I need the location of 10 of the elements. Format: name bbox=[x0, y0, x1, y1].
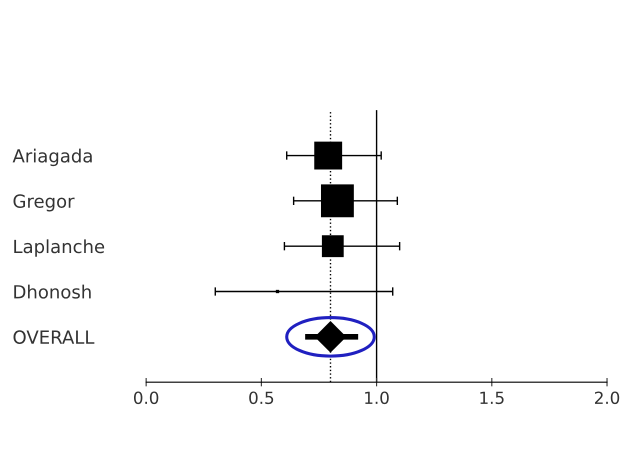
y-tick-label: Laplanche bbox=[14, 239, 104, 257]
y-tick-label: Dhonosh bbox=[14, 284, 91, 299]
y-tick-label: Ariagada bbox=[12, 148, 92, 166]
x-tick-label: 1.0 bbox=[365, 391, 389, 404]
x-tick-label: 0.5 bbox=[249, 391, 274, 404]
y-tick-label: Gregor bbox=[14, 194, 75, 212]
y-tick-label: OVERALL bbox=[14, 330, 94, 344]
x-tick-label: 0.0 bbox=[134, 391, 158, 404]
x-tick-label: 2.0 bbox=[594, 391, 620, 404]
x-tick-label: 1.5 bbox=[480, 392, 504, 404]
